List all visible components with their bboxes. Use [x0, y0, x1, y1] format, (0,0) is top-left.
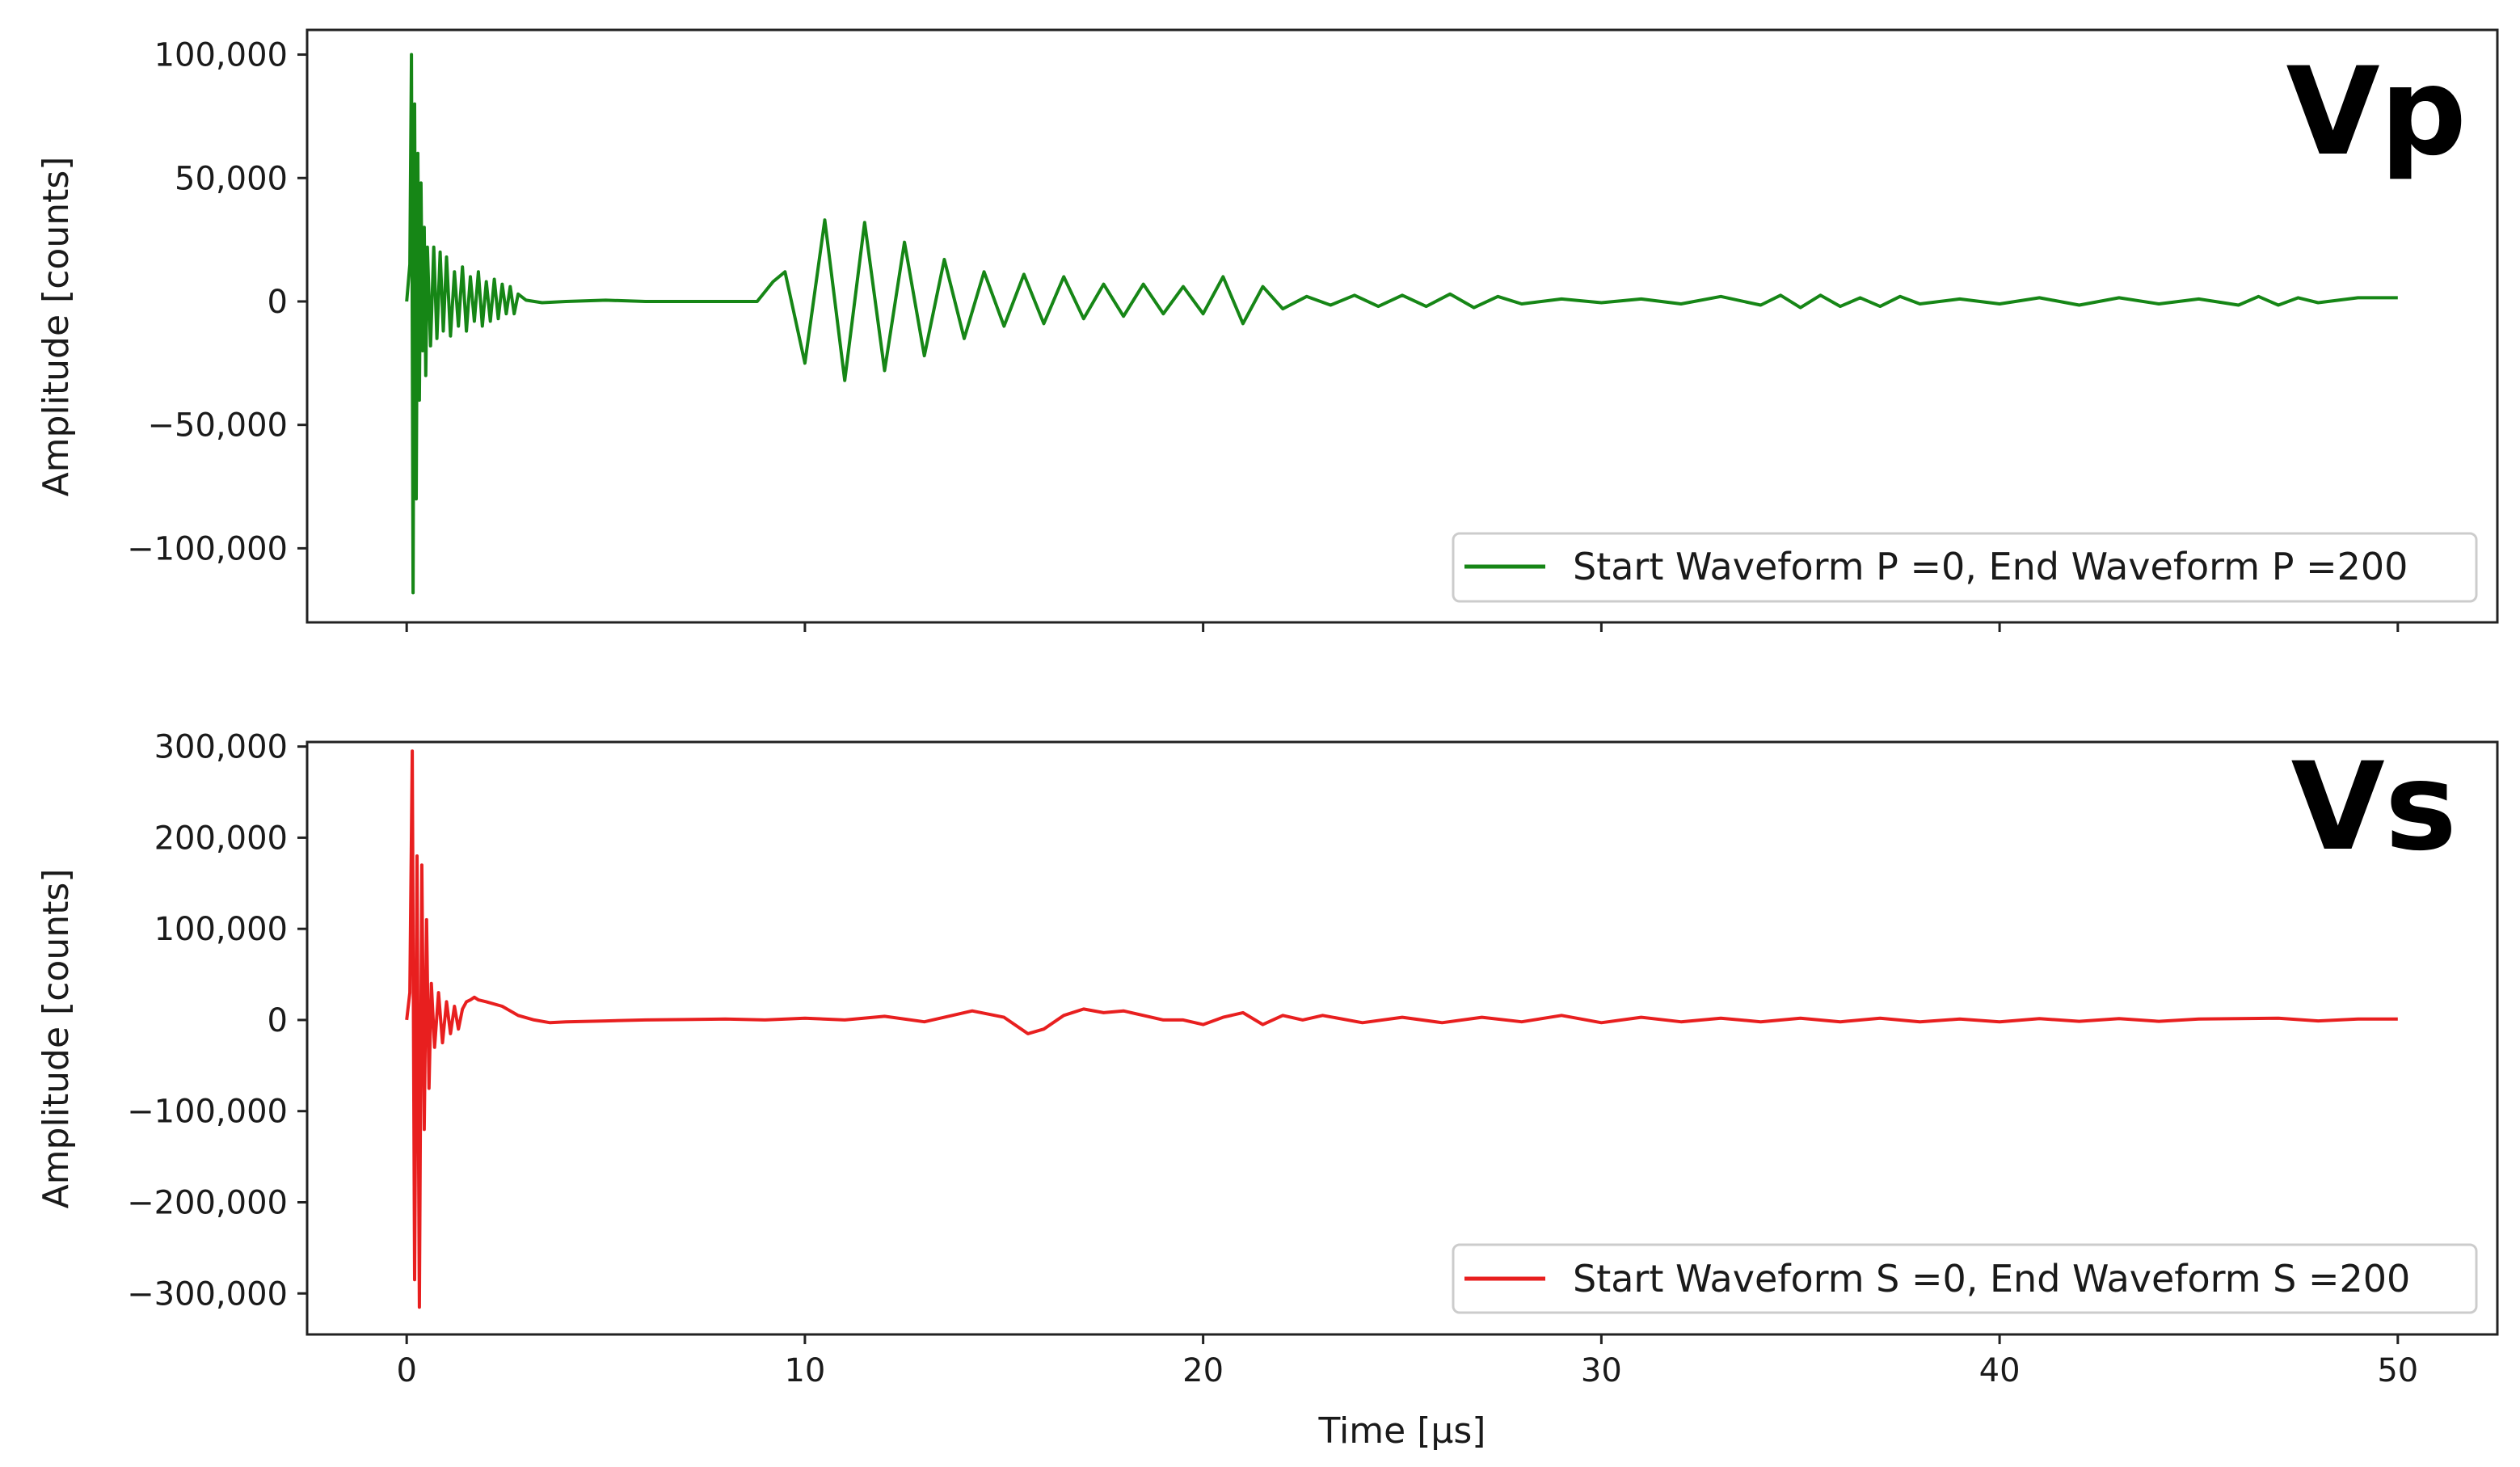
- vs-y-ticks: 300,000 200,000 100,000 0 −100,000 −200,000 −3…: [127, 729, 307, 1313]
- vp-panel-label: Vp: [2286, 42, 2467, 183]
- vs-panel-label: Vs: [2291, 737, 2457, 878]
- vs-x-tick-label: 40: [1979, 1352, 2021, 1389]
- vs-x-tick-label: 30: [1581, 1352, 1622, 1389]
- vs-y-tick-label: −100,000: [127, 1094, 288, 1131]
- vs-axes-frame: [306, 740, 2499, 1336]
- panel-vs: 300,000 200,000 100,000 0 −100,000 −200,000 −3…: [36, 729, 2499, 1452]
- vp-y-tick-label: −100,000: [127, 530, 288, 567]
- vs-x-ticks: 0 10 20 30 40 50: [396, 1334, 2418, 1389]
- vs-y-tick-label: 200,000: [154, 820, 288, 857]
- x-axis-title: Time [μs]: [1318, 1410, 1486, 1452]
- vp-legend: Start Waveform P =0, End Waveform P =200: [1452, 532, 2478, 603]
- vp-y-tick-label: 0: [268, 284, 288, 321]
- vs-y-tick-label: 300,000: [154, 729, 288, 766]
- vp-y-ticks: 100,000 50,000 0 −50,000 −100,000: [127, 37, 307, 567]
- vs-x-tick-label: 20: [1182, 1352, 1224, 1389]
- vs-y-tick-label: −200,000: [127, 1184, 288, 1221]
- vp-legend-box: [1452, 532, 2478, 603]
- vp-y-tick-label: −50,000: [148, 407, 288, 445]
- vp-x-ticks: [405, 622, 2400, 632]
- vp-legend-label: Start Waveform P =0, End Waveform P =200: [1573, 545, 2408, 588]
- vs-plot-area: [405, 749, 2398, 1309]
- vs-y-tick-label: −300,000: [127, 1275, 288, 1313]
- vp-y-axis-title: Amplitude [counts]: [36, 157, 77, 497]
- vp-axes-frame: [306, 28, 2499, 624]
- vp-y-tick-label: 100,000: [154, 37, 288, 74]
- vs-y-axis-title: Amplitude [counts]: [36, 869, 77, 1209]
- vs-x-tick-label: 10: [784, 1352, 825, 1389]
- vs-series-line-0: [405, 749, 2398, 1309]
- vs-x-tick-label: 0: [396, 1352, 416, 1389]
- vs-y-tick-label: 100,000: [154, 911, 288, 948]
- vs-legend-box: [1452, 1243, 2478, 1314]
- vs-legend: Start Waveform S =0, End Waveform S =200: [1452, 1243, 2478, 1314]
- vs-x-tick-label: 50: [2377, 1352, 2418, 1389]
- vp-series-line-0: [405, 53, 2398, 595]
- vs-y-tick-label: 0: [268, 1002, 288, 1039]
- vp-gridless-plot-area: [405, 53, 2398, 595]
- vp-y-tick-label: 50,000: [175, 160, 288, 197]
- panel-vp: 100,000 50,000 0 −50,000 −100,000 Amplitude …: [36, 28, 2499, 632]
- vs-legend-label: Start Waveform S =0, End Waveform S =200: [1573, 1257, 2410, 1300]
